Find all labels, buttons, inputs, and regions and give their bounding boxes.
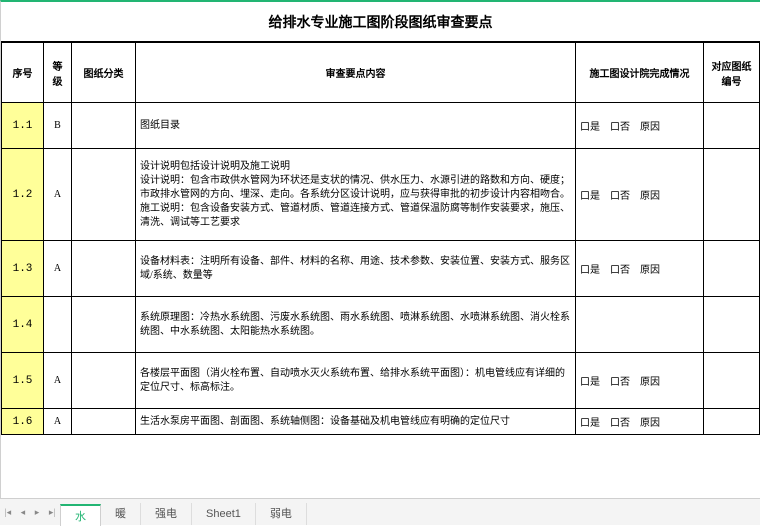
cell-grade[interactable] <box>44 297 72 353</box>
sheet-tab[interactable]: 暖 <box>101 503 141 525</box>
tab-nav-buttons: |◂ ◂ ▸ ▸| <box>0 507 60 518</box>
cell-grade[interactable]: B <box>44 103 72 149</box>
table-row: 1.5A 各楼层平面图（消火栓布置、自动喷水灭火系统布置、给排水系统平面图）：机电… <box>2 353 760 409</box>
cell-ref[interactable] <box>704 149 760 241</box>
header-content: 审查要点内容 <box>136 43 576 103</box>
cell-category[interactable] <box>72 241 136 297</box>
worksheet-area: 给排水专业施工图阶段图纸审查要点 序号 等级 图纸分类 审查要点内容 施工图设计… <box>0 0 760 498</box>
table-row: 1.6A 生活水泵房平面图、剖面图、系统轴侧图：设备基础及机电管线应有明确的定位尺… <box>2 409 760 435</box>
sheet-tab[interactable]: Sheet1 <box>192 503 256 525</box>
sheet-tab[interactable]: 水 <box>60 504 101 526</box>
sheet-tab-strip: |◂ ◂ ▸ ▸| 水暖强电Sheet1弱电 <box>0 498 760 525</box>
cell-status[interactable] <box>576 297 704 353</box>
cell-grade[interactable]: A <box>44 241 72 297</box>
cell-num[interactable]: 1.1 <box>2 103 44 149</box>
cell-category[interactable] <box>72 297 136 353</box>
sheet-tab[interactable]: 强电 <box>141 503 192 525</box>
cell-grade[interactable]: A <box>44 409 72 435</box>
cell-num[interactable]: 1.3 <box>2 241 44 297</box>
cell-num[interactable]: 1.6 <box>2 409 44 435</box>
header-row: 序号 等级 图纸分类 审查要点内容 施工图设计院完成情况 对应图纸编号 <box>2 43 760 103</box>
sheet-tab[interactable]: 弱电 <box>256 503 307 525</box>
cell-ref[interactable] <box>704 409 760 435</box>
document-title: 给排水专业施工图阶段图纸审查要点 <box>1 2 760 42</box>
cell-ref[interactable] <box>704 241 760 297</box>
cell-ref[interactable] <box>704 297 760 353</box>
cell-category[interactable] <box>72 409 136 435</box>
cell-category[interactable] <box>72 353 136 409</box>
cell-num[interactable]: 1.5 <box>2 353 44 409</box>
table-row: 1.4 系统原理图：冷热水系统图、污废水系统图、雨水系统图、喷淋系统图、水喷淋系统… <box>2 297 760 353</box>
tab-nav-next-icon[interactable]: ▸ <box>35 507 40 518</box>
cell-content[interactable]: 设备材料表：注明所有设备、部件、材料的名称、用途、技术参数、安装位置、安装方式、… <box>136 241 576 297</box>
header-grade: 等级 <box>44 43 72 103</box>
cell-content[interactable]: 生活水泵房平面图、剖面图、系统轴侧图：设备基础及机电管线应有明确的定位尺寸 <box>136 409 576 435</box>
cell-content[interactable]: 各楼层平面图（消火栓布置、自动喷水灭火系统布置、给排水系统平面图）：机电管线应有… <box>136 353 576 409</box>
tab-nav-prev-icon[interactable]: ◂ <box>21 507 26 518</box>
cell-status[interactable]: 口是 口否 原因 <box>576 149 704 241</box>
header-status: 施工图设计院完成情况 <box>576 43 704 103</box>
cell-grade[interactable]: A <box>44 149 72 241</box>
cell-status[interactable]: 口是 口否 原因 <box>576 103 704 149</box>
table-row: 1.1B 图纸目录口是 口否 原因 <box>2 103 760 149</box>
cell-status[interactable]: 口是 口否 原因 <box>576 409 704 435</box>
tab-nav-last-icon[interactable]: ▸| <box>49 507 55 518</box>
cell-ref[interactable] <box>704 353 760 409</box>
sheet-tabs: 水暖强电Sheet1弱电 <box>60 499 307 525</box>
cell-content[interactable]: 图纸目录 <box>136 103 576 149</box>
cell-status[interactable]: 口是 口否 原因 <box>576 353 704 409</box>
header-num: 序号 <box>2 43 44 103</box>
cell-status[interactable]: 口是 口否 原因 <box>576 241 704 297</box>
cell-category[interactable] <box>72 103 136 149</box>
table-row: 1.2A 设计说明包括设计说明及施工说明 设计说明：包含市政供水管网为环状还是支状… <box>2 149 760 241</box>
cell-ref[interactable] <box>704 103 760 149</box>
cell-num[interactable]: 1.4 <box>2 297 44 353</box>
cell-content[interactable]: 设计说明包括设计说明及施工说明 设计说明：包含市政供水管网为环状还是支状的情况、… <box>136 149 576 241</box>
cell-content[interactable]: 系统原理图：冷热水系统图、污废水系统图、雨水系统图、喷淋系统图、水喷淋系统图、消… <box>136 297 576 353</box>
review-table: 序号 等级 图纸分类 审查要点内容 施工图设计院完成情况 对应图纸编号 1.1B… <box>1 42 760 435</box>
tab-nav-first-icon[interactable]: |◂ <box>5 507 11 518</box>
header-category: 图纸分类 <box>72 43 136 103</box>
header-ref: 对应图纸编号 <box>704 43 760 103</box>
cell-grade[interactable]: A <box>44 353 72 409</box>
cell-category[interactable] <box>72 149 136 241</box>
cell-num[interactable]: 1.2 <box>2 149 44 241</box>
table-row: 1.3A 设备材料表：注明所有设备、部件、材料的名称、用途、技术参数、安装位置、安… <box>2 241 760 297</box>
